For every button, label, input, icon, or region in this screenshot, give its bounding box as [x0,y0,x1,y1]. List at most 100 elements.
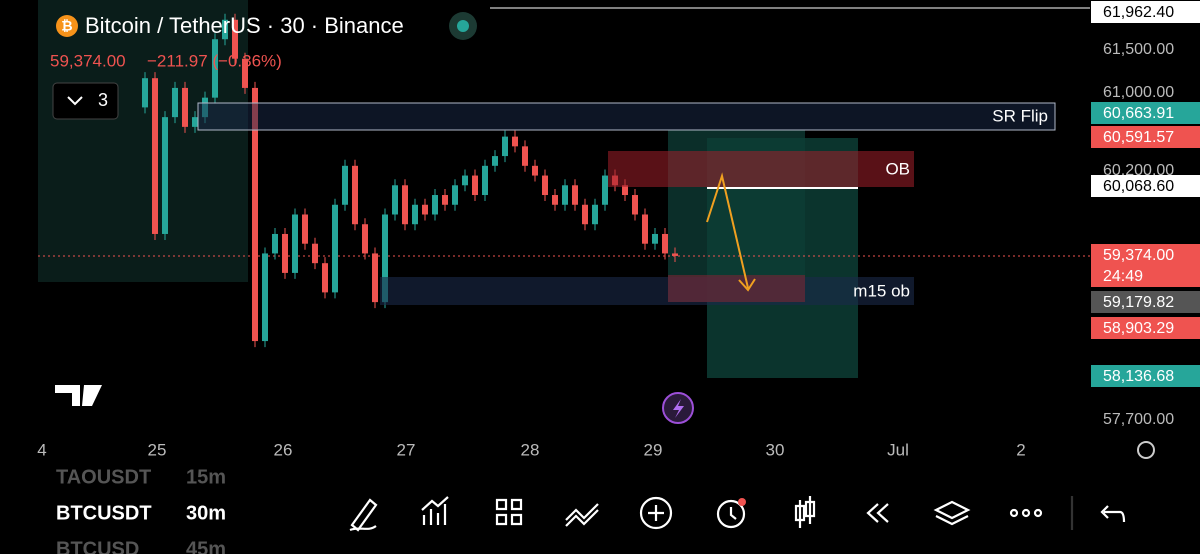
last-price: 59,374.00 [50,51,126,70]
candle [512,136,518,147]
candle [442,195,448,205]
price-label-bg [1091,244,1200,266]
indicator-toggle[interactable] [52,82,119,120]
compare-tool[interactable] [565,503,599,527]
price-label: 61,000.00 [1103,84,1174,101]
candle [282,233,288,273]
time-label: 25 [148,440,167,459]
candle [242,58,248,88]
candle [232,19,238,59]
candle [572,185,578,205]
candle [222,19,228,40]
toolbar [0,470,1200,554]
price-label-bg [1091,317,1200,339]
candle [172,87,178,118]
tv-logo [55,385,102,406]
replay-tool[interactable] [866,503,889,523]
price-label: 60,591.57 [1103,129,1174,146]
candle [562,185,568,205]
candle [502,136,508,157]
candle [462,175,468,186]
indicators-tool[interactable] [421,496,449,525]
symbol-title[interactable]: Bitcoin / TetherUS · 30 · Binance [85,13,404,38]
status-dot [457,20,469,32]
price-label: 59,179.82 [1103,294,1174,311]
candle [212,39,218,98]
zone-label: OB [885,159,910,178]
candle [372,253,378,303]
candle [482,165,488,196]
candle [352,165,358,225]
candle [312,243,318,264]
candle [412,204,418,225]
candle [672,253,678,256]
time-label: 29 [644,440,663,459]
time-label: 27 [397,440,416,459]
watch-symbol[interactable]: BTCUSDT [56,502,152,524]
time-label: Jul [887,440,909,459]
sr-flip-zone [197,102,1056,131]
m15-ob-zone [380,277,914,305]
price-label-bg [1091,175,1200,197]
ob-zone [608,151,914,187]
candle [342,165,348,205]
candle [632,195,638,215]
candle [302,214,308,244]
chevron [67,96,83,106]
chart-type[interactable] [794,496,816,528]
watch-interval[interactable]: 45m [186,538,226,554]
candle [472,175,478,196]
candle [452,185,458,205]
add-tool[interactable] [639,496,673,530]
candle [382,214,388,303]
price-label: 58,903.29 [1103,320,1174,337]
candle [622,185,628,196]
more-tool[interactable] [1033,508,1043,518]
time-label: 4 [37,440,46,459]
bolt-icon [673,399,684,418]
price-label: 60,068.60 [1103,178,1174,195]
candle [322,263,328,293]
arrow-path [706,172,749,289]
btc-symbol: ₿ [61,18,72,34]
draw-tool[interactable] [349,498,378,532]
time-label: 26 [274,440,293,459]
alert-tool[interactable] [716,499,746,529]
price-label: 57,700.00 [1103,411,1174,428]
price-label: 58,136.68 [1103,368,1174,385]
candle [602,175,608,205]
candle [402,185,408,225]
candle [642,214,648,244]
candle [432,195,438,215]
watch-symbol[interactable]: BTCUSD [56,538,139,554]
layout-tool[interactable] [495,498,523,526]
candle [552,195,558,205]
settings-icon[interactable] [1137,441,1155,459]
candle [272,233,278,254]
candle [192,117,198,127]
price-change: −211.97 (−0.36%) [147,51,282,70]
price-label: 59,374.00 [1103,247,1174,264]
watch-interval[interactable]: 30m [186,502,226,524]
price-label-bg [1091,291,1200,313]
candle [162,117,168,234]
candle [262,253,268,342]
m15-ob-overlap [668,275,805,302]
undo-tool[interactable] [1100,505,1126,523]
candle [492,156,498,166]
watch-symbol[interactable]: TAOUSDT [56,466,151,488]
time-label: 2 [1016,440,1025,459]
layers-tool[interactable] [933,500,971,526]
price-label: 61,962.40 [1103,4,1174,21]
zone-label: m15 ob [853,281,910,300]
price-label: 60,200.00 [1103,162,1174,179]
arrow-head [738,278,756,292]
time-label: 28 [521,440,540,459]
indicator-count: 3 [98,90,108,110]
watch-interval[interactable]: 15m [186,466,226,488]
candle [662,233,668,254]
price-label-bg [1091,365,1200,387]
price-label-bg [1091,265,1200,287]
